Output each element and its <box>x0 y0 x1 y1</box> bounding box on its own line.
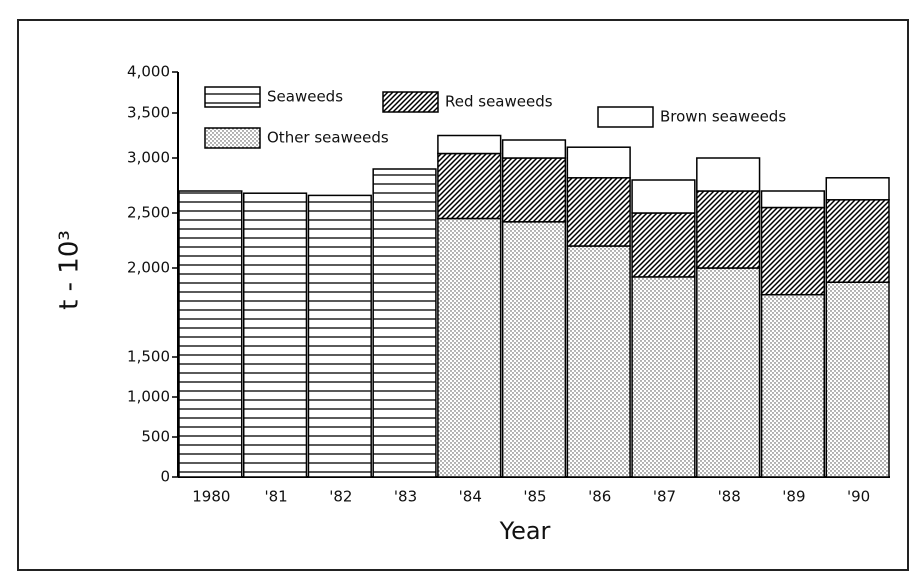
bar-segment <box>631 212 696 278</box>
y-axis-label: t - 10³ <box>55 230 85 310</box>
bar-segment <box>437 217 502 478</box>
legend-label: Other seaweeds <box>267 129 389 147</box>
legend-swatch <box>204 127 261 149</box>
bar-segment <box>501 157 567 223</box>
y-tick-label: 3,500 <box>127 104 170 122</box>
x-tick-label: '86 <box>588 488 611 506</box>
x-axis-label: Year <box>499 517 551 545</box>
bar-segment <box>825 177 890 201</box>
bar-segment <box>501 221 567 478</box>
x-tick-label: '89 <box>782 488 805 506</box>
bar-segment <box>566 146 631 179</box>
y-tick-label: 3,000 <box>127 149 170 167</box>
legend-label: Seaweeds <box>267 88 343 106</box>
y-tick-label: 0 <box>160 468 170 486</box>
bar-segment <box>242 192 308 478</box>
legend-label: Brown seaweeds <box>660 108 786 126</box>
x-tick-label: 1980 <box>192 488 230 506</box>
bar-segment <box>437 152 502 220</box>
bar-segment <box>372 168 437 478</box>
y-tick-label: 4,000 <box>127 63 170 81</box>
bar-segment <box>760 293 826 478</box>
bar-segment <box>696 157 761 192</box>
bar-segment <box>825 281 890 478</box>
y-tick-label: 2,500 <box>127 204 170 222</box>
legend-swatch <box>204 86 261 108</box>
legend-label: Red seaweeds <box>445 93 553 111</box>
x-tick-label: '87 <box>653 488 676 506</box>
bar-segment <box>760 206 826 296</box>
x-tick-label: '85 <box>523 488 546 506</box>
y-tick-label: 500 <box>141 428 170 446</box>
bar-segment <box>178 190 243 478</box>
bar-segment <box>501 139 567 159</box>
x-tick-label: '83 <box>394 488 417 506</box>
bar-segment <box>566 245 631 478</box>
y-tick-label: 1,500 <box>127 348 170 366</box>
legend-swatch <box>597 106 654 128</box>
bar-segment <box>631 179 696 214</box>
frame <box>17 19 909 571</box>
bar-segment <box>307 194 372 478</box>
x-tick-label: '82 <box>329 488 352 506</box>
x-tick-label: '88 <box>718 488 741 506</box>
x-tick-label: '90 <box>847 488 870 506</box>
bar-segment <box>566 177 631 247</box>
bar-segment <box>696 190 761 269</box>
bar-segment <box>437 134 502 155</box>
x-tick-label: '84 <box>459 488 482 506</box>
bar-segment <box>696 267 761 478</box>
y-tick-label: 1,000 <box>127 388 170 406</box>
legend-swatch <box>382 91 439 113</box>
bar-segment <box>825 199 890 283</box>
x-tick-label: '81 <box>264 488 287 506</box>
y-tick-label: 2,000 <box>127 259 170 277</box>
bar-segment <box>631 276 696 478</box>
bar-segment <box>760 190 826 209</box>
